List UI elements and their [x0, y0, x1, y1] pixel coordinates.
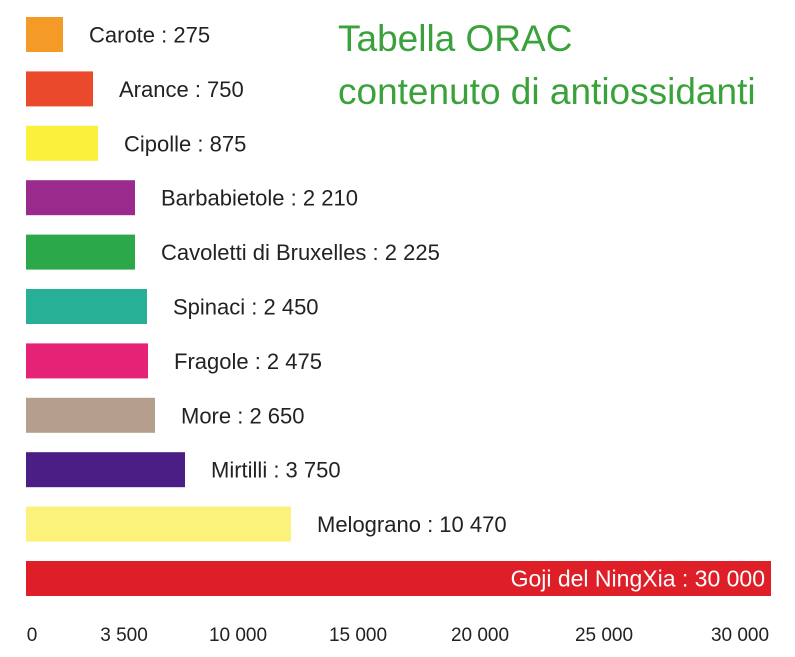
x-tick-label: 0	[27, 625, 38, 646]
bar-label-cavoletti-di-bruxelles: Cavoletti di Bruxelles : 2 225	[161, 240, 440, 265]
bar-label-more: More : 2 650	[181, 403, 305, 428]
x-tick-label: 20 000	[451, 625, 509, 646]
bar-cavoletti-di-bruxelles	[26, 234, 135, 270]
bar-more	[26, 397, 155, 433]
x-axis: 0 3 500 10 000 15 000 20 000 25 000 30 000	[27, 625, 769, 646]
bar-fragole	[26, 343, 148, 379]
bar-label-melograno: Melograno : 10 470	[317, 512, 507, 537]
bar-label-fragole: Fragole : 2 475	[174, 349, 322, 374]
bar-label-arance: Arance : 750	[119, 77, 244, 102]
bar-label-spinaci: Spinaci : 2 450	[173, 295, 319, 320]
bar-label-goji-del-ningxia: Goji del NingXia : 30 000	[511, 566, 765, 592]
x-tick-label: 25 000	[575, 625, 633, 646]
x-tick-label: 10 000	[209, 625, 267, 646]
bar-arance	[26, 71, 93, 107]
bar-labels-group: Carote : 275 Arance : 750 Cipolle : 875 Bar…	[89, 23, 765, 592]
bar-label-barbabietole: Barbabietole : 2 210	[161, 186, 358, 211]
x-tick-label: 3 500	[100, 625, 148, 646]
x-tick-label: 15 000	[329, 625, 387, 646]
bar-label-mirtilli: Mirtilli : 3 750	[211, 458, 341, 483]
bar-barbabietole	[26, 180, 135, 216]
bar-spinaci	[26, 289, 147, 324]
bars-group	[26, 17, 771, 596]
x-tick-label: 30 000	[711, 625, 769, 646]
bar-mirtilli	[26, 452, 185, 488]
bar-label-cipolle: Cipolle : 875	[124, 131, 246, 156]
bar-carote	[26, 17, 63, 52]
bar-label-carote: Carote : 275	[89, 23, 210, 48]
bar-melograno	[26, 506, 291, 542]
bar-cipolle	[26, 125, 98, 161]
bar-goji-del-ningxia	[26, 561, 771, 596]
chart-title-line-2: contenuto di antiossidanti	[338, 71, 756, 112]
chart-title-line-1: Tabella ORAC	[338, 18, 572, 59]
